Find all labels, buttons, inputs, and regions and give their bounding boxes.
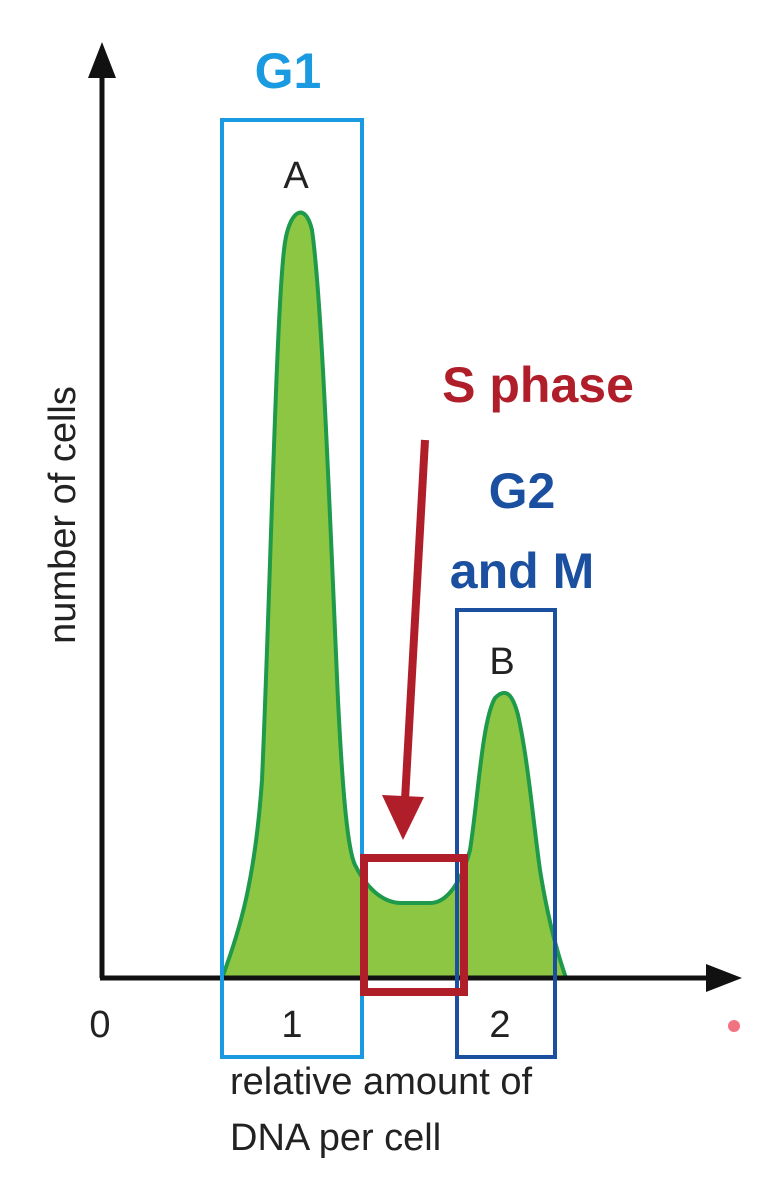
peak-a-label: A <box>283 155 309 197</box>
g2m-region-box <box>455 608 557 1059</box>
y-axis-label: number of cells <box>42 386 84 644</box>
pointer-dot <box>728 1020 740 1032</box>
s-phase-arrow-shaft <box>401 439 429 801</box>
x-axis-arrowhead <box>706 964 742 992</box>
s-phase-region-box <box>360 854 468 996</box>
x-axis-label-line1: relative amount of <box>230 1061 532 1103</box>
s-phase-label: S phase <box>442 357 634 413</box>
y-axis-arrowhead <box>88 42 116 78</box>
g2-label: G2 <box>489 463 556 519</box>
g1-region-box <box>220 118 364 1059</box>
x-tick-1: 1 <box>281 1004 302 1046</box>
and-m-label: and M <box>450 543 594 599</box>
peak-b-label: B <box>489 641 514 683</box>
x-axis-label-line2: DNA per cell <box>230 1117 441 1159</box>
x-tick-2: 2 <box>489 1004 510 1046</box>
dna-content-histogram-curve <box>220 210 568 980</box>
origin-label: 0 <box>89 1004 110 1046</box>
g1-label: G1 <box>255 43 322 99</box>
s-phase-arrow-head <box>382 795 424 840</box>
